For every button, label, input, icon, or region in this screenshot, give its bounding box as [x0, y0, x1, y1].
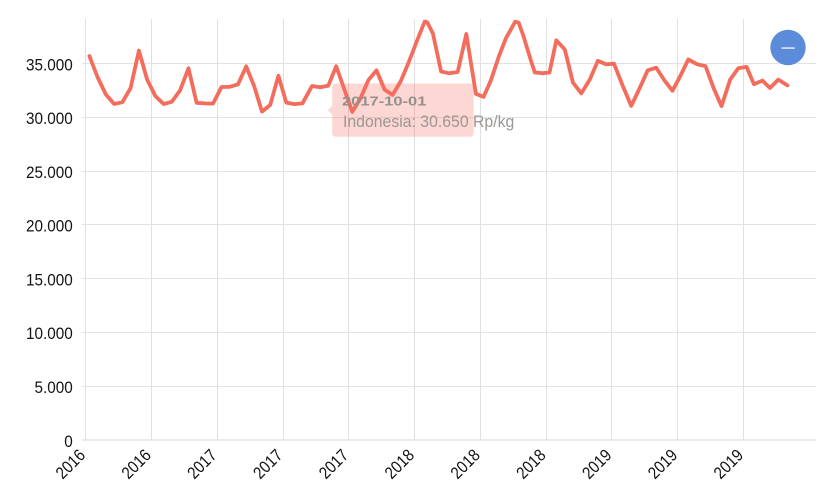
svg-text:Indonesia: 30.650 Rp/kg: Indonesia: 30.650 Rp/kg	[343, 113, 514, 132]
svg-text:15.000: 15.000	[26, 271, 73, 290]
svg-text:2018: 2018	[382, 446, 418, 482]
svg-text:2018: 2018	[514, 446, 550, 482]
svg-text:35.000: 35.000	[26, 56, 73, 75]
svg-text:2018: 2018	[448, 446, 484, 482]
svg-text:2016: 2016	[53, 446, 89, 482]
svg-text:2017: 2017	[316, 446, 352, 482]
svg-text:20.000: 20.000	[26, 217, 73, 236]
svg-text:2017: 2017	[250, 446, 286, 482]
svg-text:2019: 2019	[579, 446, 615, 482]
svg-text:2019: 2019	[711, 446, 747, 482]
svg-text:30.000: 30.000	[26, 109, 73, 128]
svg-text:0: 0	[64, 432, 73, 451]
svg-text:10.000: 10.000	[26, 324, 73, 343]
svg-text:2019: 2019	[645, 446, 681, 482]
svg-text:2016: 2016	[119, 446, 155, 482]
svg-text:2017-10-01: 2017-10-01	[342, 95, 426, 109]
svg-text:2017: 2017	[185, 446, 221, 482]
svg-text:5.000: 5.000	[35, 378, 73, 397]
svg-text:25.000: 25.000	[26, 163, 73, 182]
